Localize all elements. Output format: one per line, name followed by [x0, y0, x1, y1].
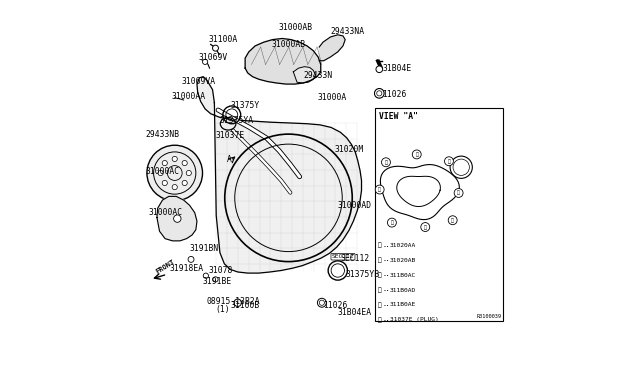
- Text: 29433NB: 29433NB: [145, 130, 179, 140]
- Text: ⓔ: ⓔ: [378, 302, 381, 308]
- Polygon shape: [293, 67, 316, 83]
- Text: 31000AD: 31000AD: [338, 201, 372, 210]
- Circle shape: [188, 256, 194, 262]
- Text: A: A: [227, 155, 232, 164]
- Text: 31100A: 31100A: [209, 35, 238, 44]
- Text: ⓐ: ⓐ: [378, 187, 381, 192]
- Text: 31375YA: 31375YA: [219, 116, 253, 125]
- Text: 31000AC: 31000AC: [145, 167, 179, 176]
- Text: 31020M: 31020M: [334, 145, 364, 154]
- Text: 3191BE: 3191BE: [202, 277, 232, 286]
- Text: 31000A: 31000A: [317, 93, 346, 102]
- Text: 31B04EA: 31B04EA: [338, 308, 372, 317]
- Circle shape: [454, 189, 463, 198]
- Text: 31375Y: 31375Y: [230, 101, 260, 110]
- Circle shape: [158, 170, 163, 176]
- Text: 08915-13B2A: 08915-13B2A: [207, 297, 260, 306]
- Circle shape: [213, 277, 218, 282]
- Circle shape: [162, 160, 167, 166]
- Text: 31375YB: 31375YB: [345, 270, 380, 279]
- Circle shape: [147, 145, 202, 201]
- Text: 31000AB: 31000AB: [271, 40, 305, 49]
- Text: (1): (1): [216, 305, 230, 314]
- Circle shape: [162, 180, 167, 186]
- Circle shape: [202, 59, 208, 64]
- Text: ⓐ: ⓐ: [415, 152, 418, 157]
- Circle shape: [412, 150, 421, 159]
- Text: ⓑ: ⓑ: [385, 160, 387, 165]
- Circle shape: [376, 66, 383, 73]
- Circle shape: [448, 216, 457, 225]
- Text: 31020AB: 31020AB: [390, 258, 416, 263]
- Circle shape: [421, 222, 429, 231]
- Circle shape: [173, 215, 181, 222]
- Bar: [375, 108, 502, 321]
- Text: ⓔ: ⓔ: [424, 225, 427, 230]
- Text: ⓕ: ⓕ: [390, 220, 394, 225]
- Text: 11026: 11026: [382, 90, 406, 99]
- Text: 11026: 11026: [323, 301, 348, 310]
- Text: 29433NA: 29433NA: [330, 26, 365, 36]
- Text: 31000AB: 31000AB: [278, 23, 312, 32]
- Text: 311B0AE: 311B0AE: [390, 302, 416, 307]
- Circle shape: [182, 180, 188, 186]
- Text: 3191BN: 3191BN: [189, 244, 219, 253]
- Text: 31069V: 31069V: [198, 52, 228, 61]
- Circle shape: [381, 158, 390, 167]
- Circle shape: [375, 185, 384, 194]
- Circle shape: [317, 298, 326, 307]
- Text: 31037E: 31037E: [216, 131, 244, 141]
- Polygon shape: [319, 35, 345, 61]
- Circle shape: [172, 156, 177, 161]
- Polygon shape: [245, 38, 321, 84]
- Text: ⓕ: ⓕ: [378, 317, 381, 323]
- Polygon shape: [197, 77, 362, 273]
- Text: 31069VA: 31069VA: [181, 77, 215, 86]
- Circle shape: [387, 218, 396, 227]
- Text: 311B0AD: 311B0AD: [390, 288, 416, 293]
- Circle shape: [182, 160, 188, 166]
- Text: 31000AC: 31000AC: [148, 208, 183, 217]
- Text: 31020AA: 31020AA: [390, 243, 416, 248]
- Text: Ⓜ: Ⓜ: [378, 272, 381, 278]
- Text: 311B0AC: 311B0AC: [390, 273, 416, 278]
- Text: SEC112: SEC112: [332, 254, 354, 259]
- Circle shape: [186, 170, 191, 176]
- Text: FRONT: FRONT: [155, 259, 176, 275]
- Text: ⓐ: ⓐ: [378, 243, 381, 248]
- Text: ⓓ: ⓓ: [378, 287, 381, 293]
- Text: ⓓ: ⓓ: [451, 218, 454, 223]
- Text: ⓑ: ⓑ: [378, 258, 381, 263]
- Text: 31100B: 31100B: [230, 301, 260, 310]
- Text: 31037E (PLUG): 31037E (PLUG): [390, 317, 439, 322]
- Text: VIEW "A": VIEW "A": [380, 112, 419, 121]
- Text: SEC112: SEC112: [340, 254, 370, 263]
- Text: Ⓜ: Ⓜ: [457, 190, 460, 195]
- Text: 31918EA: 31918EA: [170, 264, 204, 273]
- Circle shape: [212, 45, 218, 51]
- Polygon shape: [157, 196, 197, 241]
- Circle shape: [172, 185, 177, 190]
- Text: R3100039: R3100039: [476, 314, 501, 318]
- Circle shape: [234, 299, 241, 307]
- Text: ⓑ: ⓑ: [447, 159, 451, 164]
- Text: 31000AA: 31000AA: [172, 92, 206, 101]
- Text: 31B04E: 31B04E: [382, 64, 412, 73]
- Text: 31078: 31078: [208, 266, 232, 275]
- Circle shape: [204, 273, 209, 278]
- Text: 29433N: 29433N: [303, 71, 333, 80]
- Circle shape: [445, 157, 453, 166]
